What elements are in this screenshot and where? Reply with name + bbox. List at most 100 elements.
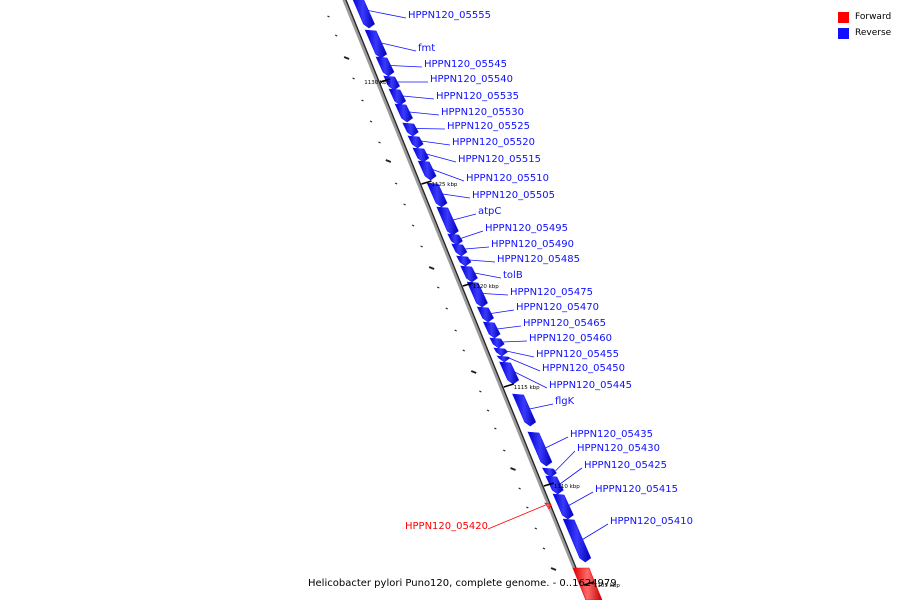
gene-label: HPPN120_05415: [595, 484, 678, 495]
gene-label: HPPN120_05555: [408, 10, 491, 21]
gene-leader-line: [487, 504, 546, 530]
gene-leader-line: [529, 403, 554, 410]
gene-hppn120-05445[interactable]: [499, 361, 520, 385]
gene-label: atpC: [478, 206, 501, 217]
gene-label: HPPN120_05420: [405, 521, 488, 532]
gene-label: HPPN120_05460: [529, 333, 612, 344]
gene-hppn120-05535[interactable]: [388, 88, 407, 106]
scale-dash: [352, 77, 355, 80]
legend-reverse: Reverse: [838, 25, 891, 41]
scale-dash: [502, 449, 506, 452]
tick-mark: [462, 282, 474, 287]
scale-dash: [428, 266, 435, 270]
gene-leader-line: [460, 230, 484, 239]
scale-dash: [420, 245, 423, 248]
gene-leader-line: [474, 272, 502, 279]
scale-dash: [542, 547, 546, 550]
tick-label: 1105 kbp: [594, 583, 620, 589]
gene-hppn120-05435[interactable]: [527, 431, 553, 467]
legend-forward-label: Forward: [855, 12, 892, 22]
gene-hppn120-05520[interactable]: [407, 135, 424, 149]
forward-swatch: [838, 11, 849, 23]
gene-hppn120-05460[interactable]: [489, 337, 505, 349]
scale-dash: [479, 390, 482, 393]
scale-dash: [486, 409, 490, 412]
gene-leader-line: [490, 309, 515, 314]
gene-leader-line: [464, 246, 490, 250]
gene-label: HPPN120_05520: [452, 137, 535, 148]
gene-label: HPPN120_05475: [510, 287, 593, 298]
gene-leader-line: [390, 65, 423, 68]
gene-label: HPPN120_05505: [472, 190, 555, 201]
gene-hppn120-05510[interactable]: [417, 160, 437, 181]
gene-label: flgK: [555, 396, 575, 407]
gene-hppn120-05430[interactable]: [541, 467, 557, 478]
gene-hppn120-05410[interactable]: [562, 518, 592, 563]
gene-leader-line: [421, 140, 451, 146]
gene-leader-line: [497, 325, 522, 330]
gene-leader-line: [482, 293, 509, 296]
gene-fmt[interactable]: [364, 29, 388, 59]
legend: Forward Reverse: [838, 9, 891, 41]
gene-hppn120-05475[interactable]: [466, 281, 488, 308]
gene-label: HPPN120_05445: [549, 380, 632, 391]
gene-leader-line: [508, 357, 541, 372]
gene-label: HPPN120_05515: [458, 154, 541, 165]
scale-dash: [510, 467, 516, 471]
gene-atpc[interactable]: [436, 206, 459, 236]
gene-label: HPPN120_05450: [542, 363, 625, 374]
gene-hppn120-05490[interactable]: [451, 243, 468, 257]
gene-hppn120-05555[interactable]: [351, 0, 375, 29]
scale-dash: [378, 141, 381, 144]
gene-label: HPPN120_05545: [424, 59, 507, 70]
tick-mark: [421, 180, 432, 185]
gene-hppn120-05485[interactable]: [456, 255, 472, 267]
scale-dash: [454, 329, 457, 332]
gene-hppn120-05495[interactable]: [447, 233, 463, 246]
gene-leader-line: [442, 193, 471, 199]
gene-hppn120-05420[interactable]: [543, 502, 552, 510]
gene-hppn120-05425[interactable]: [545, 475, 564, 495]
scale-dash: [403, 203, 406, 206]
scale-dash: [385, 159, 392, 163]
scale-dash: [369, 120, 373, 123]
scale-dash: [494, 427, 497, 430]
scale-dash: [534, 527, 538, 530]
scale-dash: [518, 487, 521, 490]
reverse-swatch: [838, 27, 849, 39]
gene-hppn120-05455[interactable]: [493, 347, 508, 357]
legend-reverse-label: Reverse: [855, 28, 892, 38]
gene-hppn120-05415[interactable]: [552, 493, 574, 520]
scale-dash: [550, 567, 557, 571]
gene-label: HPPN120_05465: [523, 318, 606, 329]
gene-hppn120-05505[interactable]: [426, 182, 448, 208]
gene-label: HPPN120_05495: [485, 223, 568, 234]
gene-leader-line: [514, 371, 548, 389]
gene-hppn120-05545[interactable]: [375, 56, 395, 77]
gene-leader-line: [568, 491, 594, 506]
gene-label: HPPN120_05435: [570, 429, 653, 440]
gene-label: tolB: [503, 270, 523, 281]
gene-label: HPPN120_05485: [497, 254, 580, 265]
gene-leader-line: [416, 128, 446, 130]
gene-hppn120-05465[interactable]: [482, 321, 501, 339]
gene-hppn120-05525[interactable]: [402, 122, 419, 137]
gene-hppn120-05515[interactable]: [412, 147, 430, 163]
scale-dash: [436, 286, 440, 289]
gene-label: fmt: [418, 43, 435, 54]
gene-label: HPPN120_05430: [577, 443, 660, 454]
gene-label: HPPN120_05410: [610, 516, 693, 527]
scale-dash: [526, 506, 529, 509]
gene-hppn120-05530[interactable]: [394, 103, 413, 123]
gene-hppn120-05470[interactable]: [476, 306, 494, 323]
gene-flgk[interactable]: [512, 393, 537, 427]
gene-leader-line: [545, 436, 569, 449]
gene-leader-line: [469, 259, 496, 263]
gene-tolb[interactable]: [460, 265, 478, 283]
scale-dash: [462, 349, 466, 352]
gene-hppn120-05450[interactable]: [496, 355, 511, 363]
scale-dash: [334, 34, 338, 37]
gene-label: HPPN120_05470: [516, 302, 599, 313]
gene-label: HPPN120_05540: [430, 74, 513, 85]
tick-label: 1120 kbp: [473, 284, 499, 290]
